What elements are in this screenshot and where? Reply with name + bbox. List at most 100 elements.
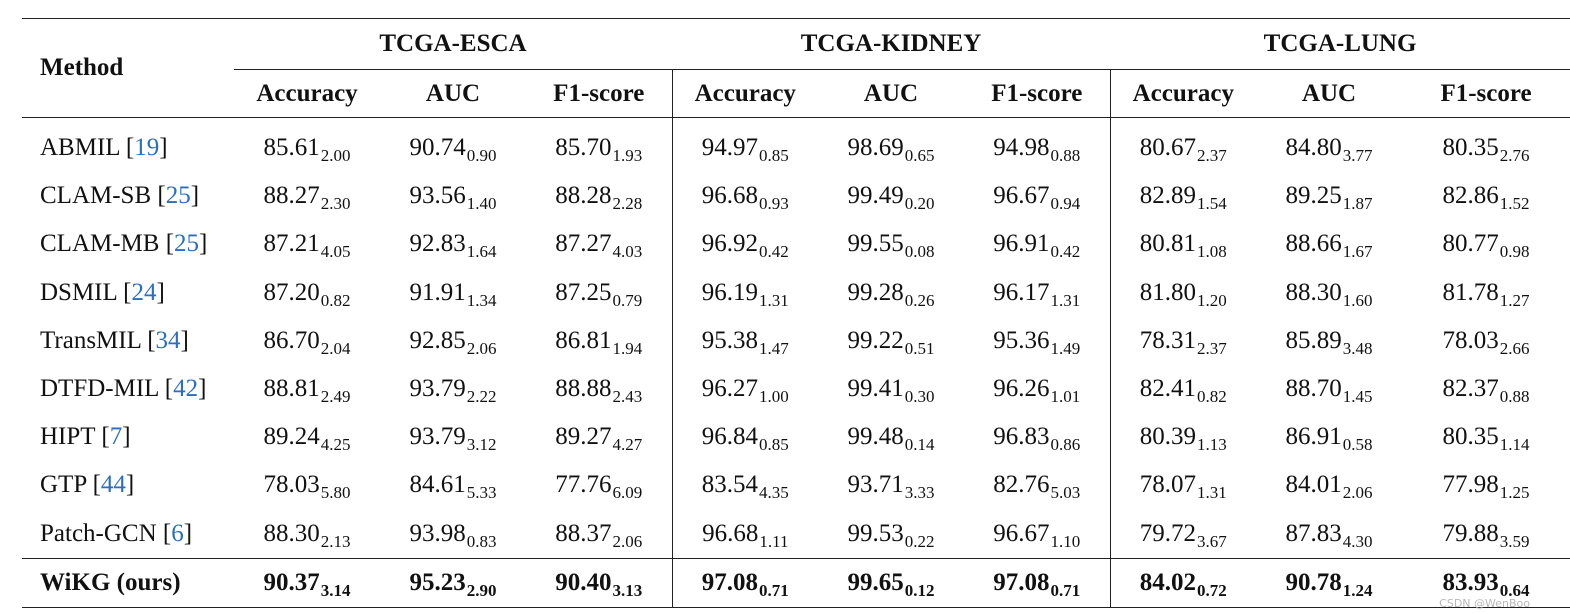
metric-cell: 88.882.43: [526, 365, 672, 413]
metric-std: 1.49: [1050, 338, 1081, 358]
metric-std: 1.52: [1499, 194, 1530, 214]
metric-mean: 85.89: [1285, 326, 1342, 354]
metric-mean: 93.56: [409, 182, 466, 210]
metric-std: 0.22: [904, 531, 935, 551]
metric-cell: 89.274.27: [526, 413, 672, 461]
method-name: DSMIL: [40, 278, 117, 306]
group-header-row: Method TCGA-ESCA TCGA-KIDNEY TCGA-LUNG: [22, 18, 1570, 118]
metric-std: 2.04: [320, 338, 351, 358]
citation-link[interactable]: 42: [173, 375, 199, 403]
metric-std: 5.33: [466, 483, 497, 503]
method-name: HIPT: [40, 423, 96, 451]
metric-mean: 82.37: [1442, 375, 1499, 403]
metric-mean: 84.02: [1139, 568, 1197, 596]
citation-link[interactable]: 25: [174, 230, 200, 258]
metric-mean: 91.91: [409, 278, 466, 306]
metric-cell: 88.302.13: [234, 510, 380, 559]
metric-cell: 77.981.25: [1402, 461, 1570, 509]
metric-mean: 90.40: [555, 568, 612, 596]
citation-link[interactable]: 44: [100, 471, 126, 499]
metric-cell: 82.765.03: [964, 461, 1110, 509]
metric-std: 0.71: [759, 580, 789, 600]
metric-std: 2.28: [612, 194, 643, 214]
metric-std: 2.30: [320, 194, 351, 214]
metric-mean: 97.08: [993, 568, 1050, 596]
metric-cell: 84.615.33: [380, 461, 526, 509]
metric-cell: 86.702.04: [234, 317, 380, 365]
results-table-container: Method TCGA-ESCA TCGA-KIDNEY TCGA-LUNG A…: [22, 18, 1570, 608]
citation-link[interactable]: 24: [131, 278, 157, 306]
metric-std: 4.25: [320, 435, 351, 455]
metric-mean: 96.26: [993, 375, 1050, 403]
metric-header-f1: F1-score: [1402, 69, 1570, 118]
metric-mean: 94.98: [993, 134, 1050, 162]
method-name: DTFD-MIL: [40, 375, 159, 403]
metric-cell: 90.403.13: [526, 557, 673, 608]
metric-mean: 84.61: [409, 471, 466, 499]
metric-std: 2.43: [612, 387, 643, 407]
metric-header-auc: AUC: [1256, 69, 1403, 118]
metric-mean: 86.81: [555, 326, 612, 354]
metric-std: 0.88: [1050, 146, 1081, 166]
metric-std: 0.42: [759, 242, 789, 262]
method-header: Method: [22, 18, 234, 118]
metric-mean: 96.68: [701, 182, 759, 210]
metric-std: 0.65: [904, 146, 935, 166]
metric-mean: 96.84: [701, 423, 759, 451]
metric-cell: 98.690.65: [818, 118, 964, 173]
metric-std: 0.20: [904, 194, 935, 214]
metric-std: 3.67: [1197, 531, 1227, 551]
metric-std: 2.37: [1197, 338, 1227, 358]
metric-std: 1.13: [1197, 435, 1227, 455]
metric-header-row: Accuracy AUC F1-score Accuracy AUC F1-sc…: [22, 69, 1570, 118]
metric-std: 1.45: [1342, 387, 1373, 407]
citation-link[interactable]: 6: [171, 519, 184, 547]
metric-cell: 88.372.06: [526, 510, 672, 559]
metric-cell: 99.280.26: [818, 269, 964, 317]
metric-mean: 96.68: [702, 519, 759, 547]
metric-mean: 96.19: [701, 278, 759, 306]
citation-link[interactable]: 34: [155, 326, 181, 354]
metric-cell: 82.410.82: [1109, 364, 1257, 414]
metric-std: 1.67: [1342, 242, 1373, 262]
metric-cell: 88.812.49: [234, 365, 380, 413]
metric-std: 1.31: [1050, 290, 1081, 310]
metric-mean: 87.21: [263, 230, 320, 258]
table-body: ABMIL [19] 85.612.00 90.740.90 85.701.93 94.…: [22, 117, 1570, 608]
metric-std: 3.12: [466, 435, 497, 455]
metric-cell: 91.911.34: [380, 269, 526, 317]
metric-cell: 86.910.58: [1256, 413, 1402, 461]
table-row: HIPT [7] 89.244.25 93.793.12 89.274.27 96.84…: [22, 413, 1570, 462]
metric-mean: 95.36: [993, 326, 1050, 354]
metric-cell: 93.561.40: [380, 172, 526, 220]
metric-std: 2.06: [1342, 483, 1373, 503]
metric-std: 1.27: [1499, 290, 1530, 310]
metric-header-accuracy: Accuracy: [671, 69, 819, 118]
metric-mean: 94.97: [701, 134, 759, 162]
metric-header-auc: AUC: [380, 69, 526, 118]
group-header-label: TCGA-LUNG: [1263, 30, 1417, 57]
citation-link[interactable]: 19: [134, 134, 160, 162]
metric-cell: 86.811.94: [526, 317, 672, 365]
metric-mean: 95.23: [409, 568, 466, 596]
metric-cell: 80.672.37: [1109, 117, 1257, 173]
metric-mean: 96.92: [701, 230, 759, 258]
metric-mean: 79.72: [1139, 519, 1197, 547]
metric-mean: 82.76: [993, 471, 1050, 499]
method-cell: CLAM-SB [25]: [40, 182, 200, 210]
group-header-label: TCGA-ESCA: [379, 30, 527, 57]
metric-std: 6.09: [612, 483, 643, 503]
group-header-label: TCGA-KIDNEY: [800, 30, 982, 57]
table-row: Patch-GCN [6] 88.302.13 93.980.83 88.372.06…: [22, 509, 1570, 559]
metric-cell: 87.214.05: [234, 220, 380, 268]
method-name: CLAM-SB: [40, 182, 152, 210]
metric-std: 2.22: [466, 387, 497, 407]
metric-cell: 82.861.52: [1402, 172, 1570, 220]
metric-mean: 86.70: [263, 326, 320, 354]
citation-link[interactable]: 7: [109, 423, 123, 451]
metric-cell: 99.490.20: [818, 172, 964, 220]
metric-mean: 99.49: [847, 182, 904, 210]
method-cell: GTP [44]: [40, 471, 135, 499]
citation-link[interactable]: 25: [165, 182, 191, 210]
metric-std: 2.37: [1197, 146, 1227, 166]
